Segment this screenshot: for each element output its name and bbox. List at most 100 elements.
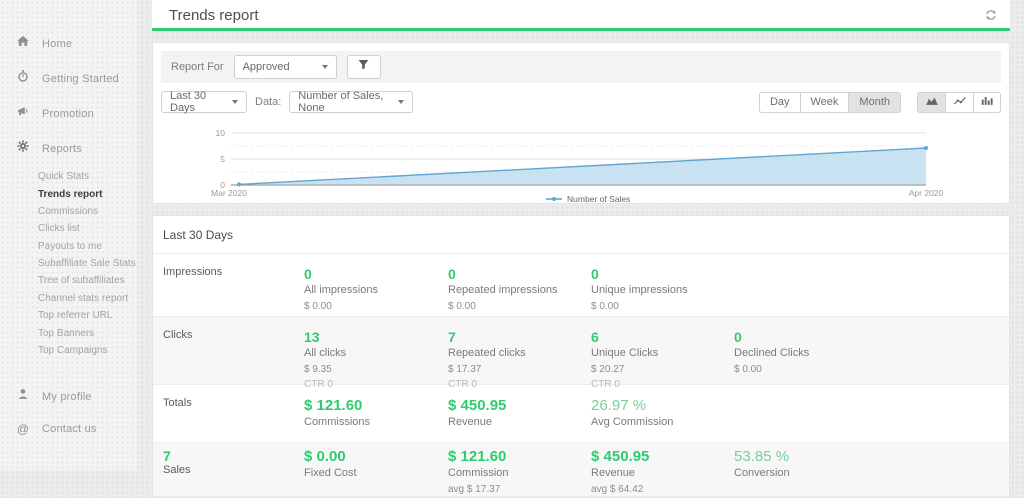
stat-label: Commission <box>448 466 591 480</box>
sidebar-item-getting-started[interactable]: Getting Started <box>0 61 137 96</box>
page-title: Trends report <box>152 0 1010 31</box>
sidebar-item-payouts-to-me[interactable]: Payouts to me <box>38 238 137 255</box>
sidebar-item-trends-report[interactable]: Trends report <box>38 185 137 202</box>
chevron-down-icon <box>398 100 404 104</box>
megaphone-icon <box>16 104 30 123</box>
sidebar-item-home[interactable]: Home <box>0 26 137 61</box>
person-icon <box>16 387 30 406</box>
x-label-start: Mar 2020 <box>211 188 247 198</box>
legend-marker-dot <box>552 197 556 201</box>
stat-cell: $ 450.95 Revenue <box>448 397 591 442</box>
line-chart-icon <box>953 94 967 110</box>
month-button[interactable]: Month <box>848 92 901 113</box>
line-chart-button[interactable] <box>945 92 973 113</box>
stat-label: Unique impressions <box>591 283 734 297</box>
stat-cell: 0 Repeated impressions $ 0.00 <box>448 266 591 316</box>
stat-money: $ 0.00 <box>448 300 591 313</box>
week-button[interactable]: Week <box>800 92 849 113</box>
sidebar-item-my-profile[interactable]: My profile <box>0 379 137 414</box>
stats-card: Last 30 Days Impressions 0 All impressio… <box>152 215 1010 498</box>
stat-cell: $ 121.60 Commission avg $ 17.37 <box>448 448 591 496</box>
stat-value: 0 <box>734 329 877 345</box>
stat-value: 26.97 % <box>591 397 734 414</box>
stat-money: $ 0.00 <box>591 300 734 313</box>
series-start-point <box>237 182 241 186</box>
stopwatch-icon <box>16 69 30 88</box>
stat-money: $ 0.00 <box>304 300 448 313</box>
date-range-value: Last 30 Days <box>170 90 226 114</box>
stat-cell: 0 Unique impressions $ 0.00 <box>591 266 734 316</box>
table-row-sales: 7 Sales $ 0.00 Fixed Cost $ 121.60 Commi… <box>153 443 1009 497</box>
row-label: Sales <box>163 464 304 476</box>
chevron-down-icon <box>322 65 328 69</box>
home-icon <box>16 34 30 53</box>
sidebar-item-clicks-list[interactable]: Clicks list <box>38 220 137 237</box>
stat-cell: 26.97 % Avg Commission <box>591 397 734 442</box>
report-for-value: Approved <box>243 61 290 73</box>
stat-label: Declined Clicks <box>734 346 877 360</box>
stat-label: Fixed Cost <box>304 466 448 480</box>
reports-submenu: Quick Stats Trends report Commissions Cl… <box>0 166 137 365</box>
stat-cell: $ 450.95 Revenue avg $ 64.42 <box>591 448 734 496</box>
stat-label: Revenue <box>448 415 591 429</box>
date-range-select[interactable]: Last 30 Days <box>161 91 247 113</box>
stat-value: 0 <box>591 266 734 282</box>
filter-button[interactable] <box>347 55 381 79</box>
sidebar-item-quick-stats[interactable]: Quick Stats <box>38 168 137 185</box>
stat-label: Avg Commission <box>591 415 734 429</box>
legend-label[interactable]: Number of Sales <box>567 194 630 203</box>
stat-cell: 6 Unique Clicks $ 20.27 CTR 0 <box>591 329 734 391</box>
sidebar-item-promotion[interactable]: Promotion <box>0 96 137 131</box>
day-button[interactable]: Day <box>759 92 800 113</box>
sidebar-item-reports[interactable]: Reports <box>0 131 137 166</box>
bar-chart-button[interactable] <box>973 92 1001 113</box>
row-label: Clicks <box>163 329 304 391</box>
row-label: Impressions <box>163 266 304 316</box>
sidebar-item-label: Promotion <box>42 108 94 120</box>
stat-ctr: CTR 0 <box>591 378 734 391</box>
stat-value: $ 450.95 <box>448 397 591 414</box>
stat-label: Commissions <box>304 415 448 429</box>
refresh-button[interactable] <box>984 8 998 27</box>
stat-value: $ 450.95 <box>591 448 734 465</box>
report-filter-card: Report For Approved Last 30 Days Data: N… <box>152 42 1010 204</box>
stat-value: 0 <box>448 266 591 282</box>
stat-label: All impressions <box>304 283 448 297</box>
stat-money: $ 0.00 <box>734 363 877 376</box>
sidebar-item-top-referrer-url[interactable]: Top referrer URL <box>38 307 137 324</box>
sidebar-item-tree-of-subaffiliates[interactable]: Tree of subaffiliates <box>38 272 137 289</box>
data-series-select[interactable]: Number of Sales, None <box>289 91 413 113</box>
stats-header: Last 30 Days <box>153 216 1009 254</box>
sidebar-item-channel-stats-report[interactable]: Channel stats report <box>38 290 137 307</box>
sidebar-item-label: Getting Started <box>42 73 119 85</box>
stat-value: $ 121.60 <box>448 448 591 465</box>
sidebar-item-commissions[interactable]: Commissions <box>38 203 137 220</box>
stat-value: 7 <box>448 329 591 345</box>
report-for-label: Report For <box>171 61 224 73</box>
sidebar-item-subaffiliate-sale-stats[interactable]: Subaffiliate Sale Stats <box>38 255 137 272</box>
trends-area-chart: 10 5 0 Mar 2020 Apr 2020 Number of Sales <box>153 121 1009 203</box>
sidebar-item-label: Reports <box>42 143 82 155</box>
stat-cell: $ 0.00 Fixed Cost <box>304 448 448 496</box>
table-row-impressions: Impressions 0 All impressions $ 0.00 0 R… <box>153 254 1009 317</box>
stat-cell: 0 Declined Clicks $ 0.00 <box>734 329 877 391</box>
stat-value: 6 <box>591 329 734 345</box>
sidebar-item-top-banners[interactable]: Top Banners <box>38 324 137 341</box>
sidebar-item-contact-us[interactable]: @ Contact us <box>0 414 137 444</box>
sales-count-cell: 7 Sales <box>163 448 304 496</box>
area-chart-button[interactable] <box>917 92 945 113</box>
at-icon: @ <box>16 422 30 436</box>
gear-icon <box>16 139 30 158</box>
bar-chart-icon <box>980 94 994 110</box>
granularity-group: Day Week Month <box>759 92 901 113</box>
x-label-end: Apr 2020 <box>909 188 944 198</box>
stat-value: $ 0.00 <box>304 448 448 465</box>
stat-cell: 0 All impressions $ 0.00 <box>304 266 448 316</box>
table-row-totals: Totals $ 121.60 Commissions $ 450.95 Rev… <box>153 385 1009 443</box>
stat-cell: 53.85 % Conversion <box>734 448 877 496</box>
sidebar-item-top-campaigns[interactable]: Top Campaigns <box>38 342 137 359</box>
stat-cell: 13 All clicks $ 9.35 CTR 0 <box>304 329 448 391</box>
stat-value: 53.85 % <box>734 448 877 465</box>
area-chart-canvas: 10 5 0 Mar 2020 Apr 2020 Number of Sales <box>153 121 1009 203</box>
report-for-select[interactable]: Approved <box>234 55 337 79</box>
